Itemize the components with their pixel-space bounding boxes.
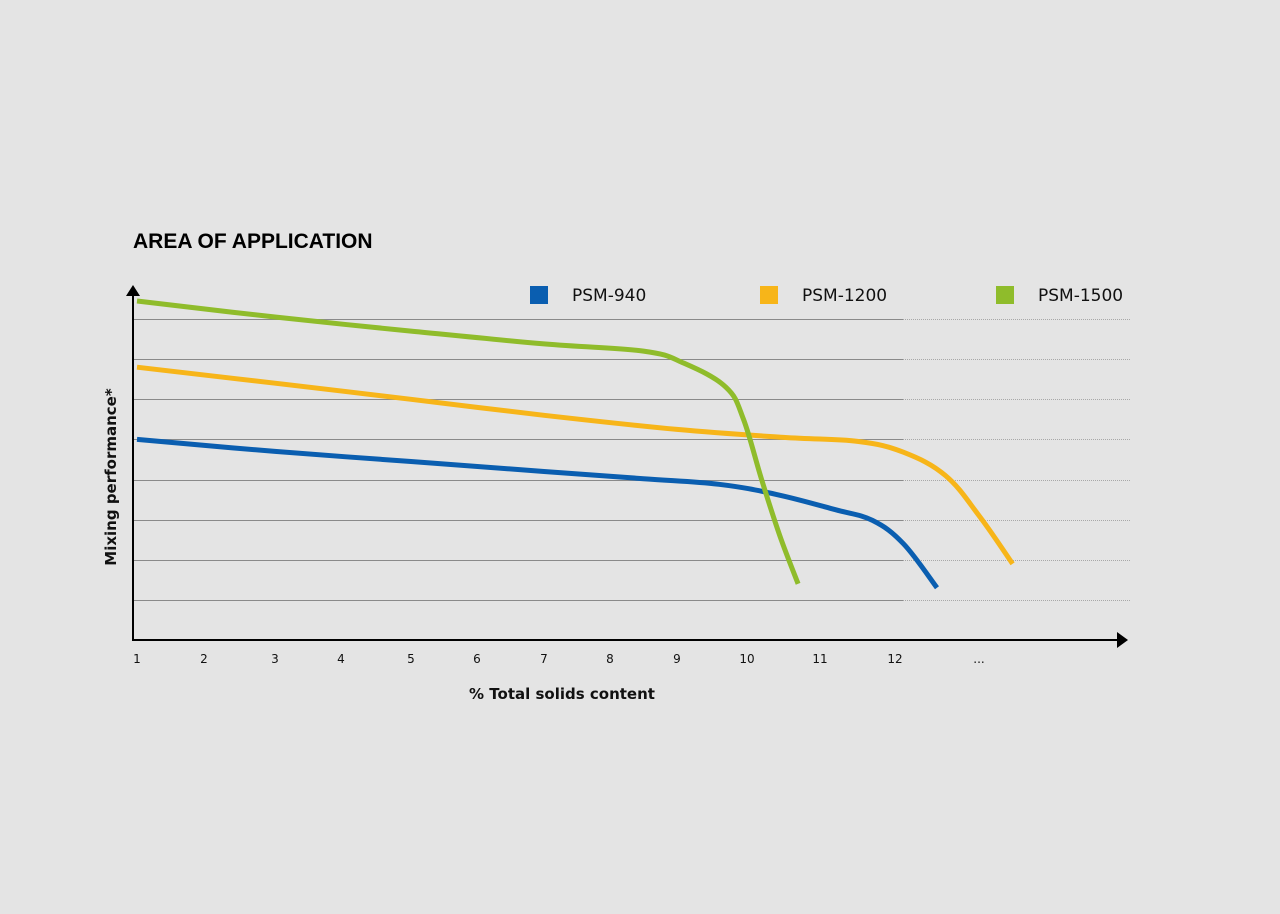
x-tick-label: 6 <box>473 652 481 666</box>
x-tick-label: 11 <box>812 652 827 666</box>
x-tick-label: 8 <box>606 652 614 666</box>
legend-label-psm-940: PSM-940 <box>572 286 646 306</box>
x-tick-label: 10 <box>739 652 754 666</box>
legend: PSM-940 PSM-1200 PSM-1500 <box>530 286 1123 306</box>
x-axis-title: % Total solids content <box>469 685 655 703</box>
chart-title: AREA OF APPLICATION <box>133 230 373 253</box>
y-axis-title: Mixing performance* <box>102 388 120 566</box>
grid-lines <box>134 319 1130 601</box>
series-line-psm-940 <box>136 436 939 590</box>
x-tick-label: ... <box>973 652 984 666</box>
y-axis-arrow <box>126 285 140 296</box>
legend-swatch-psm-1500 <box>996 286 1014 304</box>
x-tick-label: 1 <box>133 652 141 666</box>
x-tick-label: 3 <box>271 652 279 666</box>
axes <box>126 285 1128 648</box>
series-line-psm-1500 <box>136 298 801 585</box>
x-tick-label: 7 <box>540 652 548 666</box>
x-tick-label: 9 <box>673 652 681 666</box>
x-tick-label: 2 <box>200 652 208 666</box>
x-tick-labels: 1 2 3 4 5 6 7 8 9 10 11 12... <box>133 652 985 666</box>
legend-swatch-psm-940 <box>530 286 548 304</box>
x-axis-arrow <box>1117 632 1128 648</box>
x-tick-label: 12 <box>887 652 902 666</box>
series-line-psm-1200 <box>136 364 1015 566</box>
legend-label-psm-1200: PSM-1200 <box>802 286 887 306</box>
x-tick-label: 4 <box>337 652 345 666</box>
legend-swatch-psm-1200 <box>760 286 778 304</box>
series-group <box>136 298 1015 590</box>
x-tick-label: 5 <box>407 652 415 666</box>
legend-label-psm-1500: PSM-1500 <box>1038 286 1123 306</box>
